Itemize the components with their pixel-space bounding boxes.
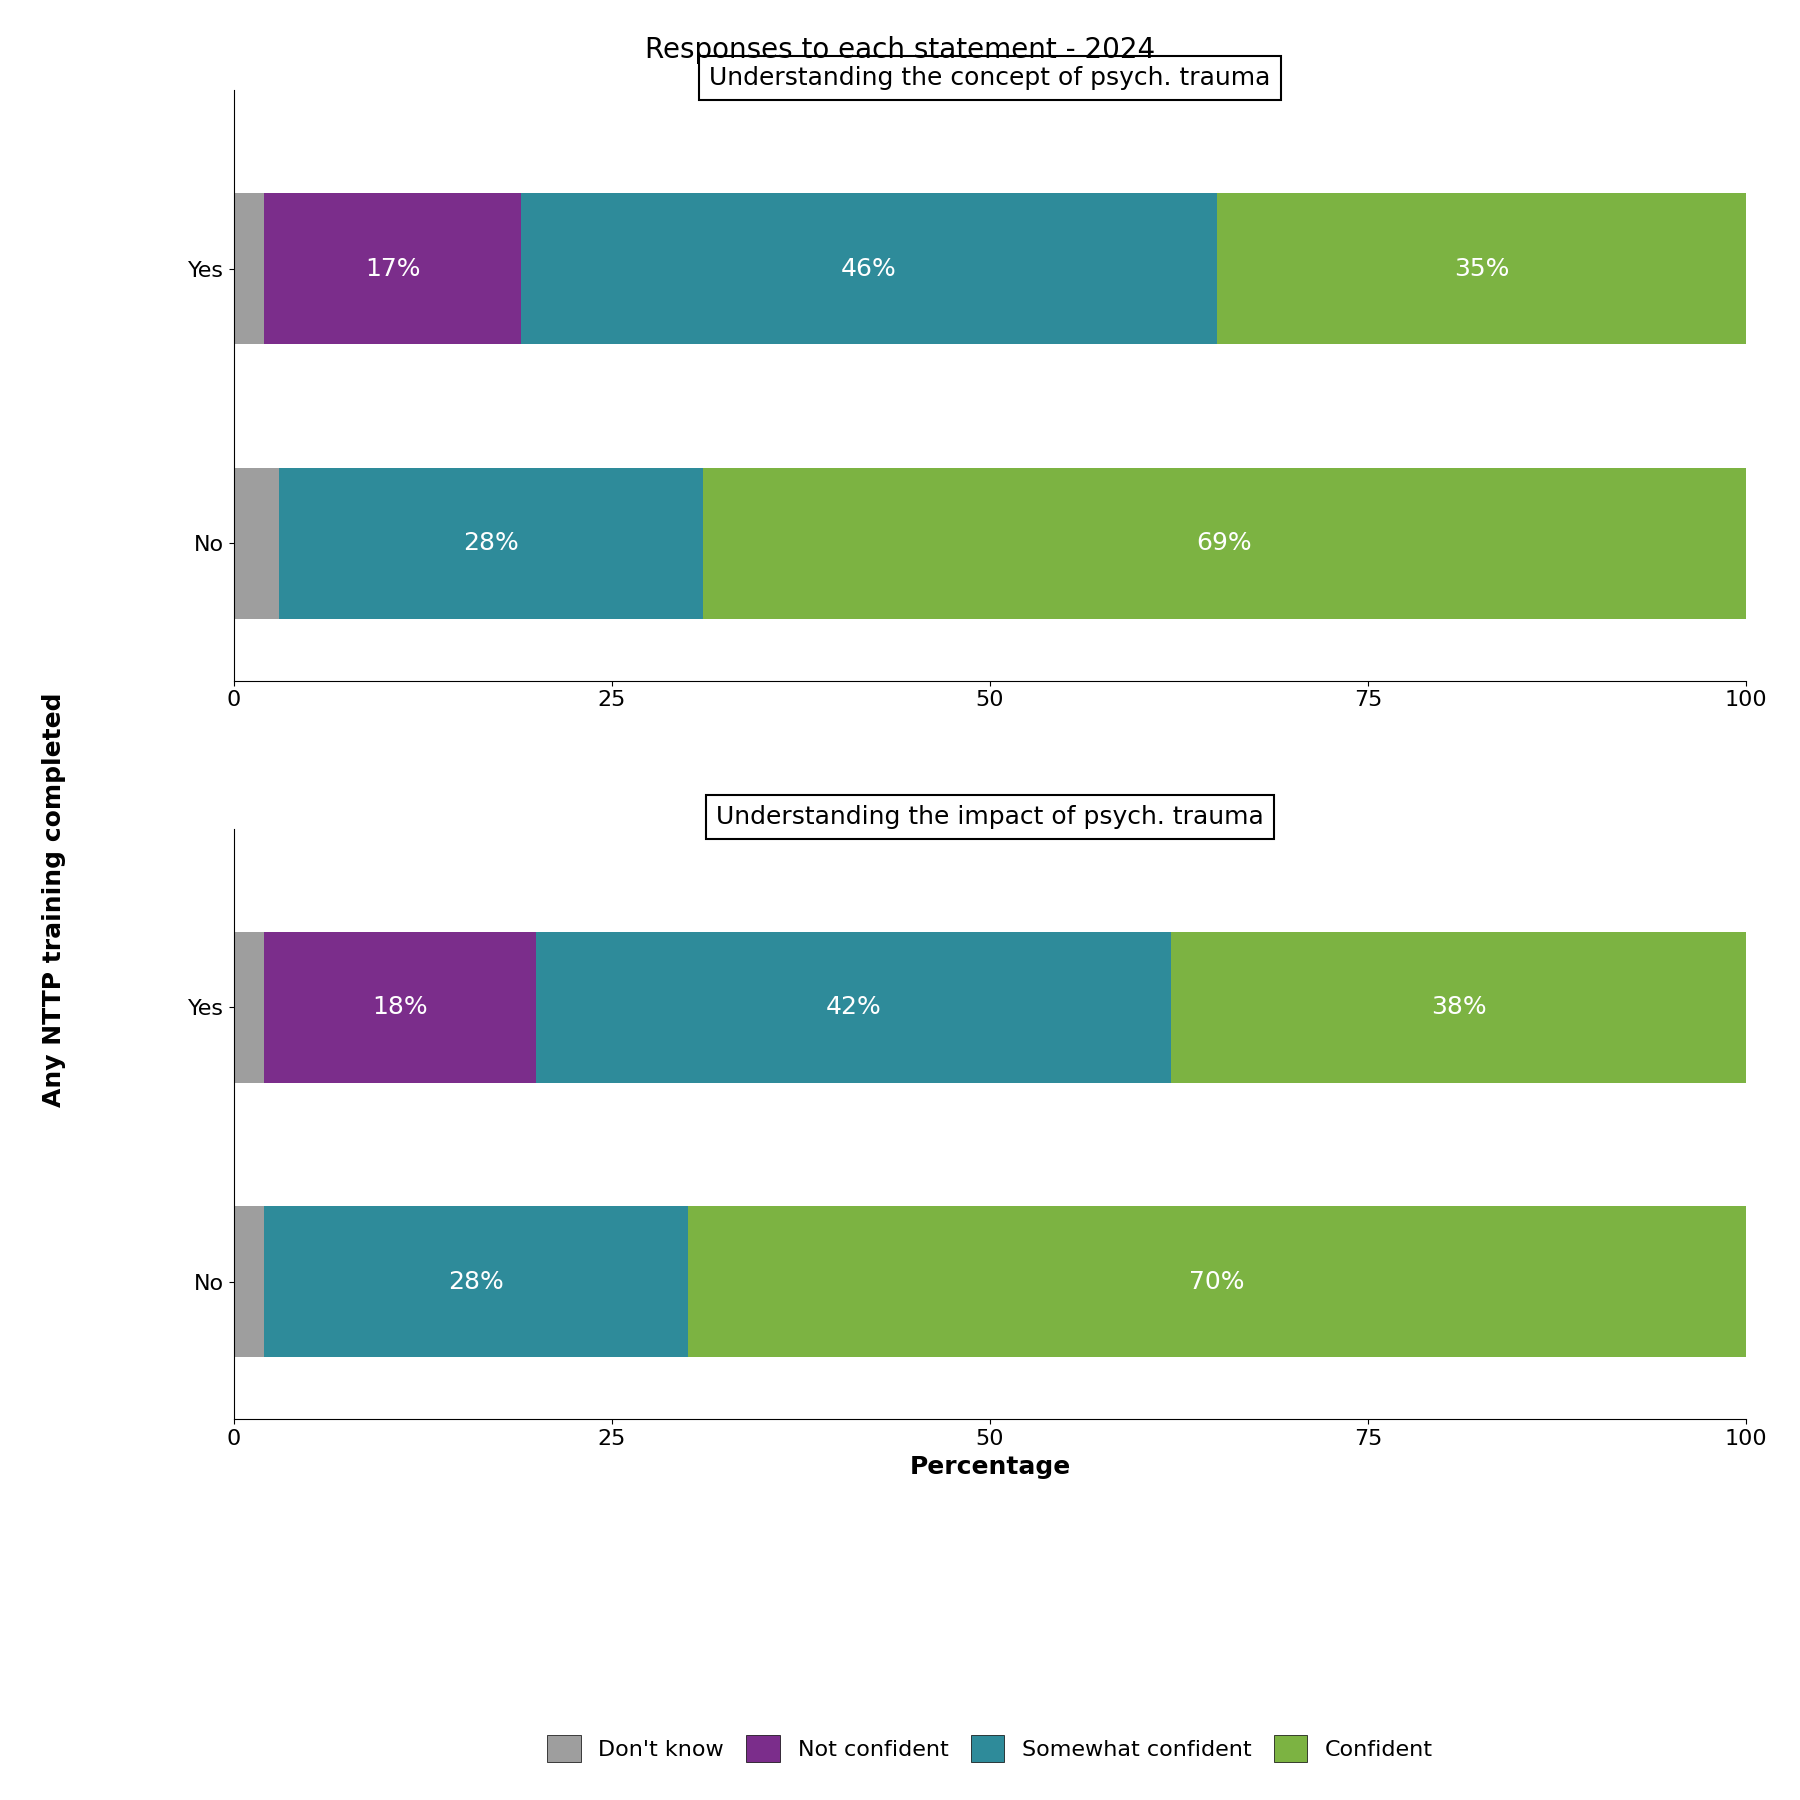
Bar [234, 1206, 265, 1357]
Text: 18%: 18% [373, 995, 428, 1019]
Text: 42%: 42% [826, 995, 882, 1019]
Bar [1217, 193, 1746, 344]
Bar [1172, 932, 1746, 1084]
Bar [265, 932, 536, 1084]
Text: Any NTTP training completed: Any NTTP training completed [41, 693, 67, 1107]
Text: Responses to each statement - 2024: Responses to each statement - 2024 [644, 36, 1156, 65]
Text: 38%: 38% [1431, 995, 1487, 1019]
Bar [702, 468, 1746, 619]
Bar [536, 932, 1172, 1084]
Bar [234, 193, 265, 344]
Legend: Don't know, Not confident, Somewhat confident, Confident: Don't know, Not confident, Somewhat conf… [538, 1726, 1442, 1771]
Bar [522, 193, 1217, 344]
Bar [265, 193, 522, 344]
Bar [234, 468, 279, 619]
Text: 46%: 46% [841, 257, 896, 281]
Text: Understanding the concept of psych. trauma: Understanding the concept of psych. trau… [709, 67, 1271, 90]
Text: Understanding the impact of psych. trauma: Understanding the impact of psych. traum… [716, 805, 1264, 828]
Bar [279, 468, 702, 619]
X-axis label: Percentage: Percentage [909, 1454, 1071, 1478]
Bar [234, 932, 265, 1084]
Text: 69%: 69% [1197, 531, 1253, 554]
Text: 28%: 28% [448, 1271, 504, 1294]
Text: 17%: 17% [365, 257, 421, 281]
Text: 70%: 70% [1190, 1271, 1244, 1294]
Text: 28%: 28% [463, 531, 518, 554]
Bar [265, 1206, 688, 1357]
Text: 35%: 35% [1454, 257, 1508, 281]
Bar [688, 1206, 1746, 1357]
